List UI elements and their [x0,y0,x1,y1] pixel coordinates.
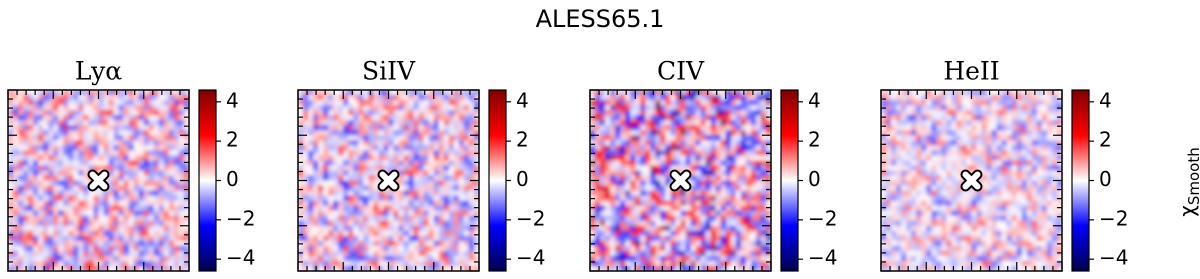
colorbar-tick-label: 4 [1099,88,1112,112]
figure-title: ALESS65.1 [536,5,665,33]
colorbar-tick-label: 0 [1099,167,1112,191]
colorbar-tick-label: 2 [226,128,239,152]
colorbar-tick-label: 4 [808,88,821,112]
panel-title: HeII [943,57,999,86]
source-marker [383,175,395,187]
colorbar-tick-label: −4 [1099,246,1128,270]
colorbar-tick-label: 4 [226,88,239,112]
source-marker [93,175,105,187]
colorbar-tick-label: 2 [1099,128,1112,152]
colorbar-label-symbol: χ [1175,205,1199,217]
colorbar-tick-label: 0 [808,167,821,191]
panel-title: Lyα [75,57,122,86]
colorbar [489,90,506,271]
colorbar-tick-label: 2 [808,128,821,152]
colorbar-tick-label: −2 [808,206,837,230]
colorbar-tick-label: 0 [516,167,529,191]
colorbar-tick-label: −4 [808,246,837,270]
colorbar-tick-label: −2 [226,206,255,230]
colorbar-tick-label: 4 [516,88,529,112]
colorbar [781,90,798,271]
colorbar-tick-label: 2 [516,128,529,152]
source-marker [966,175,978,187]
colorbar-tick-label: 0 [226,167,239,191]
colorbar-tick-label: −4 [516,246,545,270]
colorbar [199,90,216,271]
panel-title: SiIV [362,57,416,86]
colorbar-label: χSmooth [1175,147,1200,216]
colorbar-tick-label: −4 [226,246,255,270]
colorbar-tick-label: −2 [516,206,545,230]
panel-title: CIV [657,57,705,86]
source-marker [675,175,687,187]
colorbar-label-subscript: Smooth [1185,147,1200,205]
colorbar-tick-label: −2 [1099,206,1128,230]
colorbar [1072,90,1089,271]
